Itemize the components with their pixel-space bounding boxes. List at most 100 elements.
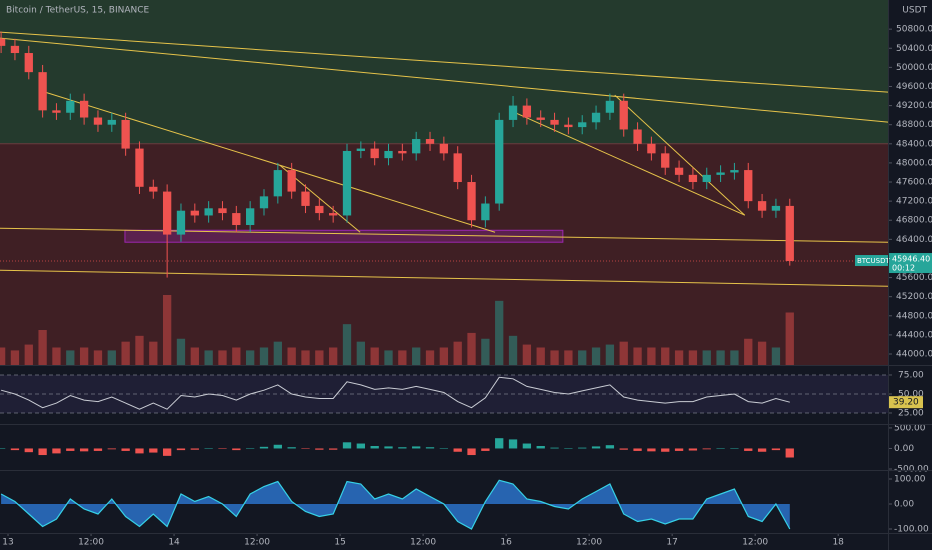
macd-bar [218, 448, 227, 449]
x-tick-label: 14 [168, 538, 180, 548]
y-tick-label: 44000.00 [896, 350, 932, 360]
x-tick-label: 12:00 [742, 538, 768, 548]
y-tick-label: 75.00 [898, 370, 924, 380]
volume-bar [176, 338, 186, 365]
candle-body [425, 139, 435, 144]
volume-bar [204, 350, 213, 365]
macd-bar [744, 448, 753, 451]
x-tick-label: 16 [500, 538, 512, 548]
candle-body [79, 100, 89, 118]
volume-bar [384, 350, 393, 365]
price-tag-countdown: 00:12 [892, 264, 915, 273]
volume-bar [24, 344, 33, 365]
candle-body [412, 139, 421, 154]
volume-bar [259, 347, 269, 365]
candle-body [716, 172, 725, 175]
macd-bar [301, 448, 310, 449]
macd-bar [564, 448, 573, 449]
candle-body [536, 117, 545, 120]
macd-bar [52, 448, 61, 454]
macd-bar [79, 448, 89, 452]
candle-body [204, 208, 213, 216]
y-tick-label: 45200.00 [896, 292, 932, 302]
macd-bar [38, 448, 47, 456]
macd-bar [757, 448, 767, 452]
macd-bar [605, 445, 615, 449]
macd-bar [730, 448, 739, 449]
volume-bar [619, 341, 628, 365]
macd-bar [246, 448, 255, 449]
volume-bar [591, 347, 601, 365]
macd-bar [204, 448, 213, 449]
macd-bar [384, 446, 393, 449]
macd-bar [495, 438, 504, 449]
macd-bar [550, 447, 559, 449]
candle-body [481, 203, 490, 221]
x-tick-label: 12:00 [78, 538, 104, 548]
candle-body [398, 150, 407, 154]
candle-body [384, 150, 393, 159]
candle-body [674, 167, 684, 175]
macd-bar [398, 447, 407, 449]
candle-body [467, 182, 476, 221]
macd-bar [93, 448, 103, 451]
candle-body [107, 119, 116, 125]
candle-body [757, 201, 767, 211]
candle-body [24, 53, 33, 73]
zone [0, 0, 888, 144]
y-tick-label: 44400.00 [896, 330, 932, 340]
macd-bar [107, 448, 116, 450]
volume-bar [578, 350, 587, 365]
volume-bar [287, 347, 296, 365]
y-tick-label: 500.00 [894, 423, 926, 433]
volume-bar [135, 335, 144, 365]
volume-bar [315, 350, 324, 365]
candle-body [218, 208, 227, 214]
volume-bar [481, 338, 490, 365]
trendline [44, 91, 496, 233]
candle-body [315, 205, 324, 214]
macd-bar [329, 448, 338, 450]
candle-body [370, 148, 379, 159]
y-tick-label: 49200.00 [896, 101, 932, 111]
zone-box [124, 229, 564, 243]
candle-body [550, 119, 559, 125]
volume-bar [647, 347, 656, 365]
volume-bar [771, 347, 781, 365]
macd-bar [716, 448, 725, 449]
macd-bar [425, 447, 435, 449]
volume-bar [246, 350, 255, 365]
y-tick-label: 47600.00 [896, 178, 932, 188]
volume-bar [121, 341, 130, 365]
macd-bar [647, 448, 656, 452]
candle-body [232, 213, 241, 226]
y-tick-label: 100.00 [894, 475, 926, 485]
macd-bar [439, 448, 449, 449]
candle-body [785, 205, 794, 262]
trendline [509, 109, 746, 216]
volume-bar [301, 350, 310, 365]
candle-body [52, 110, 61, 113]
macd-bar [536, 446, 545, 449]
volume-bar [688, 350, 698, 365]
macd-bar [633, 448, 642, 451]
candle-body [439, 143, 449, 154]
candle-body [259, 196, 269, 209]
zone [0, 143, 888, 365]
macd-bar [619, 448, 628, 450]
symbol-tag [855, 255, 888, 267]
volume-bar [0, 347, 6, 365]
volume-bar [716, 350, 725, 365]
candle-body [176, 210, 186, 235]
volume-bar [79, 347, 89, 365]
trendline [0, 269, 889, 287]
macd-bar [121, 448, 130, 451]
volume-bar [10, 350, 20, 365]
volume-bar [605, 344, 615, 365]
candle-body [730, 170, 739, 173]
y-tick-label: 49600.00 [896, 82, 932, 92]
macd-bar [356, 443, 365, 449]
macd-bar [24, 448, 33, 453]
macd-bar [508, 439, 518, 449]
candle-body [633, 129, 642, 144]
